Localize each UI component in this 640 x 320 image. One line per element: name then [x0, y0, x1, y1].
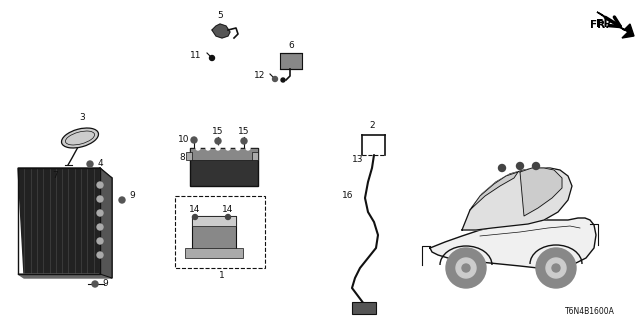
Text: 14: 14 [222, 205, 234, 214]
Text: 3: 3 [79, 114, 85, 123]
Text: 7: 7 [52, 171, 58, 180]
Bar [192, 216, 236, 226]
Circle shape [119, 197, 125, 203]
Polygon shape [212, 24, 230, 38]
Circle shape [546, 258, 566, 278]
Bar [192, 216, 236, 252]
Bar [190, 148, 258, 160]
Circle shape [456, 258, 476, 278]
Circle shape [97, 252, 103, 258]
Text: 16: 16 [342, 190, 354, 199]
Bar [185, 248, 243, 258]
Circle shape [532, 163, 540, 170]
Bar [352, 302, 376, 314]
Circle shape [536, 248, 576, 288]
Circle shape [236, 146, 240, 150]
Text: 12: 12 [254, 71, 266, 81]
Text: FR.: FR. [596, 19, 616, 29]
Bar [18, 168, 100, 274]
Circle shape [499, 164, 506, 172]
Circle shape [216, 146, 220, 150]
Text: 9: 9 [102, 279, 108, 289]
Text: 10: 10 [179, 135, 189, 145]
Text: 5: 5 [217, 11, 223, 20]
Circle shape [446, 248, 486, 288]
Circle shape [225, 214, 230, 220]
Circle shape [206, 146, 210, 150]
Circle shape [196, 146, 200, 150]
Polygon shape [18, 168, 112, 278]
Circle shape [246, 146, 250, 150]
Text: T6N4B1600A: T6N4B1600A [565, 308, 615, 316]
Text: 1: 1 [219, 271, 225, 281]
Circle shape [462, 264, 470, 272]
Circle shape [97, 196, 103, 202]
Circle shape [552, 264, 560, 272]
Bar [175, 196, 265, 268]
Circle shape [97, 210, 103, 216]
Text: 11: 11 [190, 51, 202, 60]
Text: 13: 13 [352, 156, 364, 164]
Text: FR.: FR. [590, 20, 609, 30]
Circle shape [226, 146, 230, 150]
Polygon shape [462, 168, 572, 230]
Circle shape [241, 138, 247, 144]
Bar [280, 53, 302, 69]
Circle shape [97, 182, 103, 188]
Polygon shape [100, 168, 112, 278]
Text: 9: 9 [129, 191, 135, 201]
Text: 8: 8 [179, 154, 185, 163]
Circle shape [215, 138, 221, 144]
Circle shape [97, 238, 103, 244]
Bar [190, 148, 258, 186]
Text: 6: 6 [288, 42, 294, 51]
Text: 2: 2 [369, 121, 375, 130]
Bar [186, 152, 192, 160]
Polygon shape [520, 168, 562, 216]
Circle shape [281, 78, 285, 82]
Text: 14: 14 [189, 205, 201, 214]
Polygon shape [18, 274, 112, 278]
Circle shape [87, 161, 93, 167]
Bar [252, 152, 258, 160]
Circle shape [273, 76, 278, 82]
Circle shape [191, 137, 197, 143]
Circle shape [209, 55, 214, 60]
Text: 4: 4 [97, 159, 103, 169]
Circle shape [97, 224, 103, 230]
Text: 15: 15 [212, 127, 224, 137]
Circle shape [193, 214, 198, 220]
Polygon shape [597, 12, 634, 38]
Ellipse shape [61, 128, 99, 148]
Polygon shape [430, 218, 596, 268]
Circle shape [92, 281, 98, 287]
Text: 15: 15 [238, 127, 250, 137]
Polygon shape [470, 172, 518, 210]
Circle shape [516, 163, 524, 170]
